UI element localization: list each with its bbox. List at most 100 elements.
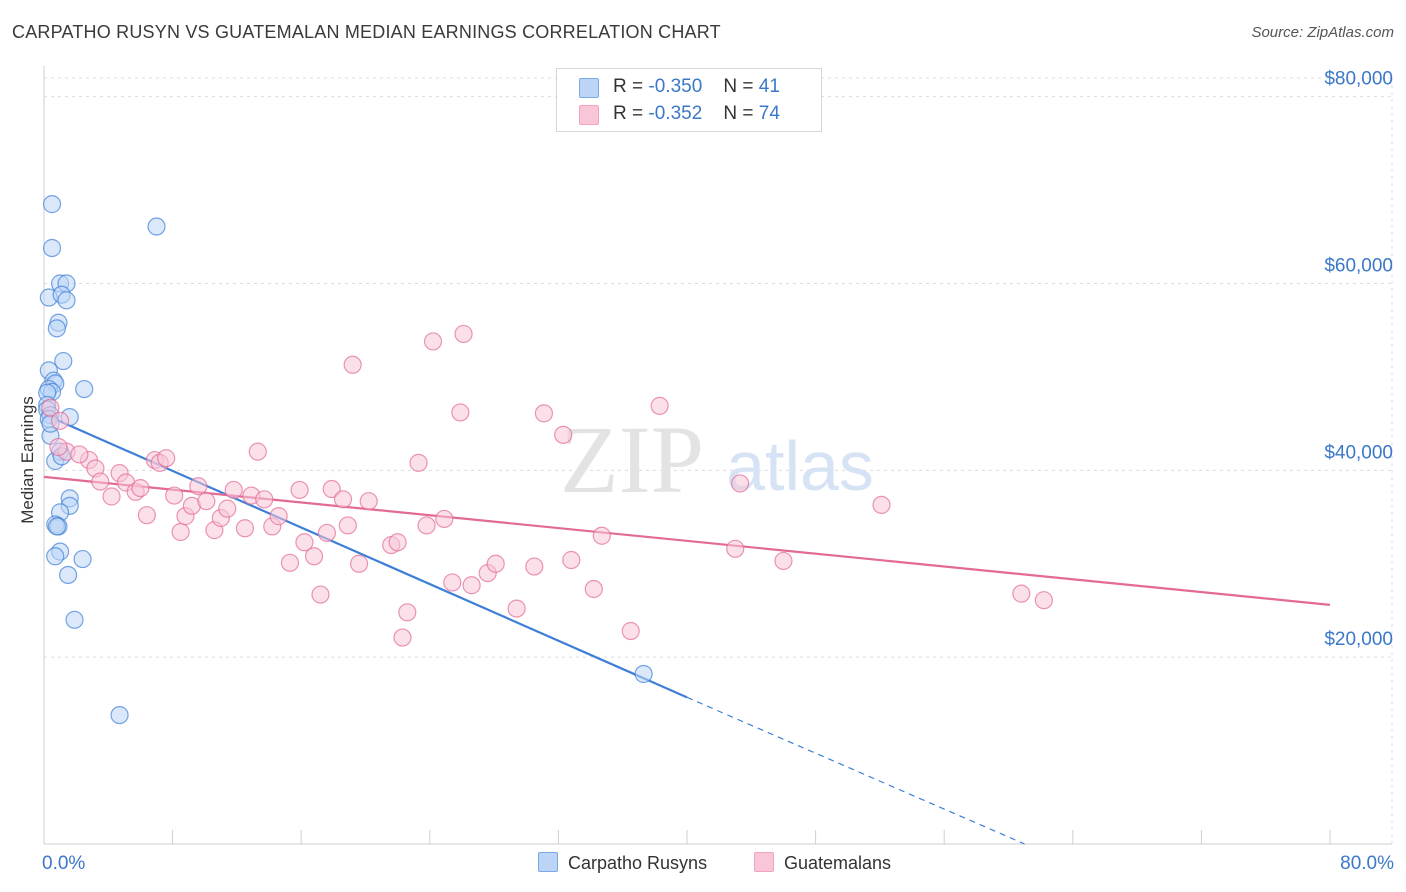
point-guatemalan xyxy=(621,621,640,641)
point-guatemalan xyxy=(443,573,462,592)
point-guatemalan xyxy=(534,404,554,423)
point-guatemalan xyxy=(322,479,341,499)
bottom-legend-guatemalan: Guatemalans xyxy=(754,852,891,876)
grid xyxy=(44,77,1393,844)
point-guatemalan xyxy=(235,519,255,538)
legend-r-value: -0.350 xyxy=(648,76,703,97)
point-guatemalan xyxy=(70,445,89,464)
bottom-legend-swatch-guatemalan xyxy=(754,852,774,872)
point-guatemalan xyxy=(726,539,745,558)
point-guatemalan xyxy=(269,507,288,526)
bottom-legend-swatch-carpatho xyxy=(538,852,558,872)
point-guatemalan xyxy=(872,495,891,515)
point-carpatho xyxy=(47,517,66,536)
point-guatemalan xyxy=(255,490,274,509)
legend-r-label: R = xyxy=(613,76,644,97)
point-guatemalan xyxy=(650,396,669,415)
point-guatemalan xyxy=(224,480,243,500)
point-guatemalan xyxy=(218,499,237,518)
point-guatemalan xyxy=(1034,591,1053,610)
bottom-legend-label-guatemalan: Guatemalans xyxy=(784,853,892,873)
point-guatemalan xyxy=(248,442,267,461)
source-credit: Source: ZipAtlas.com xyxy=(1251,24,1394,41)
point-guatemalan xyxy=(562,550,581,570)
point-guatemalan xyxy=(398,603,417,622)
point-guatemalan xyxy=(486,554,505,573)
legend-r-label: R = xyxy=(613,103,644,124)
point-guatemalan xyxy=(774,551,793,571)
point-guatemalan xyxy=(171,522,190,542)
point-guatemalan xyxy=(295,533,314,552)
legend-swatch-carpatho xyxy=(579,78,599,98)
point-carpatho xyxy=(634,664,653,684)
point-guatemalan xyxy=(1012,584,1031,603)
x-tick-label-min: 0.0% xyxy=(42,853,85,874)
point-guatemalan xyxy=(137,506,156,525)
point-guatemalan xyxy=(388,533,407,552)
point-carpatho xyxy=(57,291,76,310)
point-guatemalan xyxy=(451,403,470,422)
point-guatemalan xyxy=(131,478,150,498)
point-carpatho xyxy=(73,549,92,569)
point-carpatho xyxy=(47,319,66,338)
point-guatemalan xyxy=(592,526,611,545)
point-guatemalan xyxy=(91,472,110,491)
trend-line-carpatho-extension xyxy=(686,696,1025,845)
point-guatemalan xyxy=(41,398,60,417)
point-guatemalan xyxy=(49,437,68,457)
point-guatemalan xyxy=(454,324,473,344)
point-guatemalan xyxy=(197,492,216,511)
y-tick-label: $40,000 xyxy=(1324,442,1393,463)
y-axis-label: Median Earnings xyxy=(18,396,37,524)
point-guatemalan xyxy=(730,474,750,493)
point-guatemalan xyxy=(290,480,309,500)
point-guatemalan xyxy=(393,628,412,647)
point-guatemalan xyxy=(462,576,481,595)
x-tick-label-max: 80.0% xyxy=(1340,853,1394,874)
point-guatemalan xyxy=(584,579,603,599)
legend-r-value: -0.352 xyxy=(648,103,703,124)
y-tick-label: $20,000 xyxy=(1324,629,1393,650)
point-carpatho xyxy=(42,238,62,258)
point-carpatho xyxy=(65,610,84,629)
point-guatemalan xyxy=(280,553,300,572)
point-guatemalan xyxy=(525,557,544,576)
point-guatemalan xyxy=(157,449,176,468)
point-guatemalan xyxy=(165,486,184,505)
legend-n-value: 74 xyxy=(758,103,780,124)
point-guatemalan xyxy=(409,453,428,472)
point-guatemalan xyxy=(507,599,526,618)
point-guatemalan xyxy=(333,490,353,509)
point-guatemalan xyxy=(343,355,362,374)
point-guatemalan xyxy=(338,516,357,535)
watermark-atlas: atlas xyxy=(726,427,874,505)
point-carpatho xyxy=(147,217,166,236)
point-guatemalan xyxy=(311,585,330,604)
stats-legend: R = -0.350 N = 41 R = -0.352 N = 74 xyxy=(556,68,822,132)
point-carpatho xyxy=(59,565,78,585)
data-points xyxy=(38,195,1053,725)
point-guatemalan xyxy=(102,487,121,506)
y-tick-label: $60,000 xyxy=(1324,256,1393,277)
point-carpatho xyxy=(46,547,65,566)
legend-n-label: N = xyxy=(723,103,754,124)
x-tick-labels: 0.0% 80.0% xyxy=(42,853,1394,874)
watermark-zip: ZIP xyxy=(560,406,704,513)
point-carpatho xyxy=(110,705,129,725)
point-guatemalan xyxy=(554,425,573,444)
legend-n-label: N = xyxy=(723,76,754,97)
y-tick-labels: $20,000 $40,000 $60,000 $80,000 xyxy=(1324,69,1393,650)
bottom-legend-carpatho: Carpatho Rusyns xyxy=(538,852,707,876)
axes xyxy=(43,66,1392,845)
legend-swatch-guatemalan xyxy=(579,105,599,125)
point-guatemalan xyxy=(189,477,208,496)
point-carpatho xyxy=(75,379,94,399)
point-guatemalan xyxy=(304,547,324,566)
bottom-legend-label-carpatho: Carpatho Rusyns xyxy=(568,853,708,873)
point-guatemalan xyxy=(435,509,454,529)
point-guatemalan xyxy=(349,554,369,573)
point-guatemalan xyxy=(423,332,443,351)
y-tick-label: $80,000 xyxy=(1324,69,1393,90)
point-guatemalan xyxy=(359,492,378,511)
